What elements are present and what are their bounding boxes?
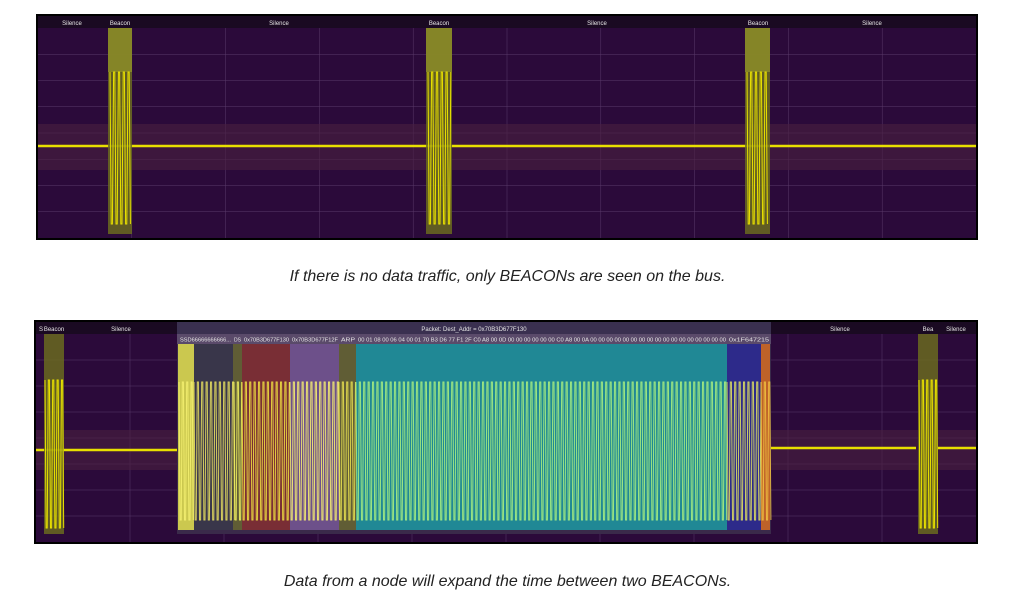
field-label: 0x70B3D677F12F: [292, 338, 339, 344]
data-burst: [178, 381, 194, 521]
segment-label: Silence: [111, 327, 131, 333]
data-burst: [355, 381, 728, 521]
segment-label: Silence: [862, 21, 882, 27]
packet-label: Packet: Dest_Addr = 0x70B3D677F130: [421, 327, 527, 333]
field-label: 00 01 08 00 06 04 00 01 70 B3 D6 77 F1 2…: [358, 338, 726, 344]
beacon-region-header: [108, 28, 132, 72]
field-label: DS: [234, 338, 241, 344]
beacon-region-header: [745, 28, 770, 72]
segment-label: Silence: [946, 327, 966, 333]
data-burst: [726, 381, 762, 521]
beacon-burst: [427, 71, 452, 225]
scope-display-top: Silence Beacon Silence Beacon Silence Beacon S…: [38, 16, 976, 238]
beacon-region-header: [426, 28, 452, 72]
segment-label: Bea: [923, 327, 934, 333]
field-label: SSD66666666666...: [180, 338, 231, 344]
data-burst: [760, 381, 772, 521]
data-burst: [338, 381, 356, 521]
beacon-burst: [746, 71, 768, 225]
segment-label: Beacon: [110, 21, 130, 27]
caption-top: If there is no data traffic, only BEACON…: [289, 268, 726, 285]
data-burst: [233, 381, 243, 521]
field-label: 0x70B3D677F130: [244, 338, 289, 344]
beacon-burst: [44, 379, 65, 529]
segment-label: Silence: [830, 327, 850, 333]
field-label: 0x1F647215: [729, 338, 769, 344]
label-bar: [38, 16, 976, 28]
beacon-burst: [918, 379, 939, 529]
data-burst: [193, 381, 236, 521]
segment-label: Beacon: [429, 21, 449, 27]
data-burst: [241, 381, 290, 521]
beacon-burst: [109, 71, 131, 225]
data-burst: [289, 381, 340, 521]
field-ds-region: [233, 344, 242, 530]
packet-label-bar: [177, 322, 771, 334]
scope-display-bottom: S Beacon Silence Silence Bea Silence Packet: D…: [36, 322, 976, 542]
segment-label: S: [39, 327, 43, 333]
scope-panel-bottom: S Beacon Silence Silence Bea Silence Packet: D…: [34, 320, 978, 544]
segment-label: Beacon: [44, 327, 64, 333]
segment-label: Silence: [269, 21, 289, 27]
segment-label: Beacon: [748, 21, 768, 27]
caption-bottom: Data from a node will expand the time be…: [283, 573, 732, 590]
field-label-bar: [177, 334, 771, 344]
segment-label: Silence: [587, 21, 607, 27]
scope-panel-top: Silence Beacon Silence Beacon Silence Beacon S…: [36, 14, 978, 240]
segment-label: Silence: [62, 21, 82, 27]
field-label: ARP: [341, 338, 355, 344]
